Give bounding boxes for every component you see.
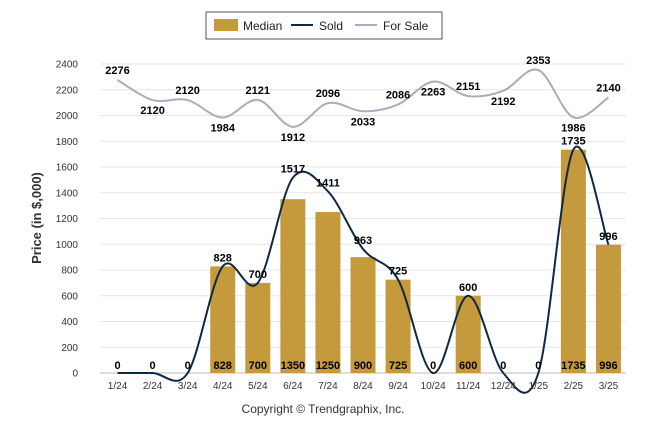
for-sale-label: 2096	[316, 88, 340, 100]
for-sale-label: 1984	[210, 123, 235, 135]
y-tick-label: 2200	[56, 85, 79, 96]
sold-label: 700	[249, 269, 267, 281]
for-sale-label: 2276	[105, 65, 129, 77]
sold-label: 996	[599, 231, 617, 243]
bar-5/24	[245, 282, 271, 373]
sold-label: 1735	[561, 136, 585, 148]
for-sale-label: 1912	[281, 132, 305, 144]
x-tick-label: 1/24	[108, 381, 128, 392]
median-label: 700	[249, 360, 267, 372]
copyright-text: Copyright © Trendgraphix, Inc.	[241, 402, 405, 416]
sold-label: 1517	[281, 164, 305, 176]
for-sale-label: 2086	[386, 89, 410, 101]
for-sale-label: 2263	[421, 87, 445, 99]
median-label: 1735	[561, 360, 585, 372]
y-tick-label: 2400	[56, 60, 79, 71]
y-tick-label: 600	[61, 291, 78, 302]
y-tick-label: 200	[61, 343, 78, 354]
y-tick-label: 1800	[56, 137, 79, 148]
bar-7/24	[315, 212, 341, 373]
y-tick-label: 2000	[56, 111, 79, 122]
median-label: 996	[599, 360, 617, 372]
x-tick-label: 3/24	[178, 381, 198, 392]
y-tick-label: 400	[61, 317, 78, 328]
bar-8/24	[350, 257, 376, 373]
x-tick-label: 2/24	[143, 381, 163, 392]
sold-label: 1411	[316, 177, 340, 189]
x-tick-label: 10/24	[421, 381, 446, 392]
x-tick-label: 3/25	[599, 381, 619, 392]
sold-label: 963	[354, 235, 372, 247]
y-axis-label: Price (in $,000)	[29, 172, 44, 264]
sold-label: 0	[114, 360, 120, 372]
for-sale-label: 2151	[456, 81, 480, 93]
x-tick-label: 9/24	[388, 381, 408, 392]
y-axis-ticks: 0 200 400 600 800 1000 1200 1400 1600 1800 2000 220…	[56, 60, 79, 380]
x-tick-label: 6/24	[283, 381, 303, 392]
for-sale-label: 2120	[140, 105, 164, 117]
x-tick-label: 12/24	[491, 381, 516, 392]
sold-line	[117, 145, 610, 394]
y-tick-label: 1600	[56, 163, 79, 174]
for-sale-label: 2033	[351, 116, 375, 128]
for-sale-label: 1986	[561, 122, 585, 134]
median-label: 900	[354, 360, 372, 372]
sold-label: 0	[500, 360, 506, 372]
median-label: 828	[214, 360, 232, 372]
sold-label: 828	[214, 252, 232, 264]
series-lines	[117, 68, 610, 394]
x-tick-label: 7/24	[318, 381, 338, 392]
sold-label: 0	[185, 360, 191, 372]
data-labels: 2276 2120 2120 1984 2121 1912 2096 2033 2086 2263…	[105, 55, 620, 372]
legend-median-swatch	[214, 19, 238, 31]
for-sale-label: 2121	[246, 85, 270, 97]
x-tick-label: 4/24	[213, 381, 233, 392]
legend: Median Sold For Sale	[205, 11, 443, 40]
bar-4/24	[210, 266, 236, 373]
chart: Median Sold For Sale 0 200 400 600 800 1000 1200…	[29, 11, 626, 394]
median-label: 725	[389, 360, 407, 372]
sold-label: 0	[430, 360, 436, 372]
for-sale-label: 2192	[491, 96, 515, 108]
median-label: 1350	[281, 360, 305, 372]
x-tick-label: 2/25	[564, 381, 584, 392]
legend-sold-label: Sold	[319, 19, 343, 33]
bar-3/25	[595, 244, 621, 373]
x-axis-ticks: 1/24 2/24 3/24 4/24 5/24 6/24 7/24 8/24 9/24 10/2…	[108, 381, 619, 392]
y-tick-label: 0	[72, 369, 78, 380]
y-tick-label: 800	[61, 266, 78, 277]
sold-label: 600	[459, 282, 477, 294]
median-label: 600	[459, 360, 477, 372]
x-tick-label: 11/24	[456, 381, 481, 392]
bar-9/24	[385, 279, 411, 373]
legend-for-sale-label: For Sale	[383, 19, 429, 33]
for-sale-label: 2353	[526, 55, 550, 67]
y-tick-label: 1200	[56, 214, 79, 225]
median-bars	[210, 149, 621, 373]
legend-median-label: Median	[243, 19, 282, 33]
grid	[100, 63, 626, 374]
sold-label: 725	[389, 266, 407, 278]
for-sale-label: 2140	[596, 82, 620, 94]
legend-box	[205, 11, 443, 40]
sold-label: 0	[150, 360, 156, 372]
y-tick-label: 1400	[56, 188, 79, 199]
bar-6/24	[280, 199, 306, 373]
x-tick-label: 5/24	[248, 381, 268, 392]
for-sale-label: 2120	[175, 85, 199, 97]
sold-label: 0	[535, 360, 541, 372]
median-label: 1250	[316, 360, 340, 372]
x-tick-label: 8/24	[353, 381, 373, 392]
y-tick-label: 1000	[56, 240, 79, 251]
x-tick-label: 1/25	[529, 381, 549, 392]
for-sale-line	[117, 68, 610, 128]
